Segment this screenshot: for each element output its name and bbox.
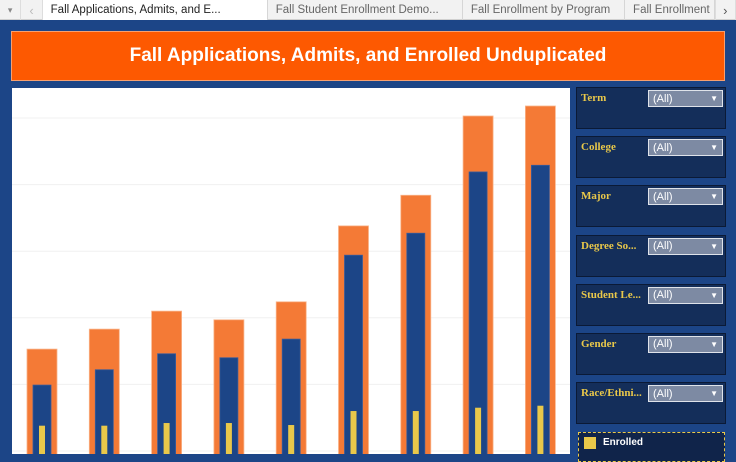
filter-dropdown[interactable]: (All) ▼ xyxy=(648,335,723,353)
tab-next-button[interactable]: › xyxy=(714,0,736,20)
filter-0: Term (All) ▼ xyxy=(576,87,726,129)
dropdown-arrow-icon: ▼ xyxy=(710,192,718,202)
filter-value: (All) xyxy=(653,387,673,400)
legend: Enrolled xyxy=(578,432,725,462)
filter-dropdown[interactable]: (All) ▼ xyxy=(648,90,723,107)
filter-dropdown[interactable]: (All) ▼ xyxy=(648,139,723,157)
filter-value: (All) xyxy=(653,289,673,302)
tab-menu-button[interactable]: ▾ xyxy=(0,0,22,20)
enrolled-bar[interactable] xyxy=(350,411,357,456)
filter-4: Student Le... (All) ▼ xyxy=(576,283,726,326)
filter-dropdown[interactable]: (All) ▼ xyxy=(648,385,723,403)
enrolled-bar[interactable] xyxy=(101,425,108,456)
chevron-left-icon: ‹ xyxy=(29,2,34,18)
dropdown-arrow-icon: ▼ xyxy=(710,339,718,349)
filter-6: Race/Ethni... (All) ▼ xyxy=(576,382,726,425)
bar-chart-svg xyxy=(12,105,570,457)
sheet-tab-bar: ▾ ‹ Fall Applications, Admits, and E... … xyxy=(0,0,736,20)
enrolled-bar[interactable] xyxy=(225,423,232,456)
enrolled-bar[interactable] xyxy=(163,423,170,456)
enrolled-bar[interactable] xyxy=(412,411,419,456)
filter-value: (All) xyxy=(653,141,673,154)
enrolled-bar[interactable] xyxy=(537,405,544,456)
filter-label: Term xyxy=(581,92,607,104)
dropdown-arrow-icon: ▼ xyxy=(710,241,718,251)
filter-label: Gender xyxy=(581,337,617,350)
filter-3: Degree So... (All) ▼ xyxy=(576,234,726,277)
filter-dropdown[interactable]: (All) ▼ xyxy=(648,237,723,255)
tab-fall-applications[interactable]: Fall Applications, Admits, and E... xyxy=(42,0,268,20)
filter-5: Gender (All) ▼ xyxy=(576,332,726,375)
dropdown-arrow-icon: ▼ xyxy=(710,290,718,300)
dropdown-arrow-icon: ▼ xyxy=(710,143,718,153)
filter-label: College xyxy=(581,141,616,154)
dashboard-title-text: Fall Applications, Admits, and Enrolled … xyxy=(129,45,607,66)
filter-value: (All) xyxy=(653,240,673,253)
dropdown-arrow-icon: ▼ xyxy=(710,389,718,399)
filter-2: Major (All) ▼ xyxy=(576,185,726,228)
filter-dropdown[interactable]: (All) ▼ xyxy=(648,286,723,304)
dropdown-arrow-icon: ▼ xyxy=(710,94,718,103)
filter-value: (All) xyxy=(653,190,673,203)
chevron-right-icon: › xyxy=(723,2,728,18)
tab-fall-student-enrollment-demo[interactable]: Fall Student Enrollment Demo... xyxy=(268,0,463,20)
filter-label: Student Le... xyxy=(581,288,641,301)
dashboard-title: Fall Applications, Admits, and Enrolled … xyxy=(11,31,725,81)
filter-panel: Term (All) ▼ College (All) ▼ Major (All) ▼ Deg… xyxy=(576,87,726,431)
filter-dropdown[interactable]: (All) ▼ xyxy=(648,188,723,206)
legend-label-enrolled: Enrolled xyxy=(603,437,644,448)
tab-prev-button[interactable]: ‹ xyxy=(21,0,43,20)
filter-label: Degree So... xyxy=(581,239,637,252)
filter-label: Race/Ethni... xyxy=(581,387,642,400)
bar-chart xyxy=(12,88,570,457)
tab-fall-enrollment-by-program[interactable]: Fall Enrollment by Program xyxy=(463,0,626,20)
legend-swatch-enrolled xyxy=(584,437,596,449)
enrolled-bar[interactable] xyxy=(39,425,45,456)
enrolled-bar[interactable] xyxy=(288,425,295,456)
filter-value: (All) xyxy=(653,92,673,105)
filter-value: (All) xyxy=(653,338,673,351)
filter-label: Major xyxy=(581,190,611,203)
enrolled-bar[interactable] xyxy=(475,407,482,456)
chevron-down-icon: ▾ xyxy=(7,4,13,15)
tab-fall-enrollment[interactable]: Fall Enrollment xyxy=(625,0,715,20)
filter-1: College (All) ▼ xyxy=(576,136,726,179)
